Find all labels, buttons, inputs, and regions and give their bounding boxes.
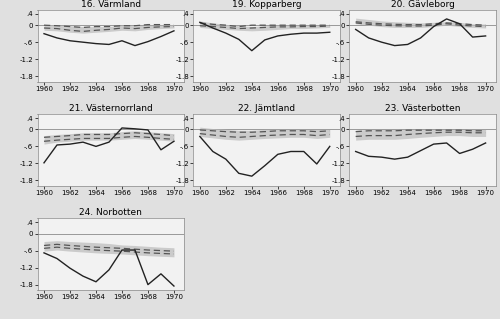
Title: 24. Norbotten: 24. Norbotten (80, 208, 142, 217)
Title: 20. Gävleborg: 20. Gävleborg (390, 0, 454, 9)
Title: 21. Västernorrland: 21. Västernorrland (69, 104, 153, 113)
Title: 22. Jämtland: 22. Jämtland (238, 104, 296, 113)
Title: 19. Kopparberg: 19. Kopparberg (232, 0, 302, 9)
Title: 16. Värmland: 16. Värmland (81, 0, 141, 9)
Title: 23. Västerbotten: 23. Västerbotten (385, 104, 460, 113)
